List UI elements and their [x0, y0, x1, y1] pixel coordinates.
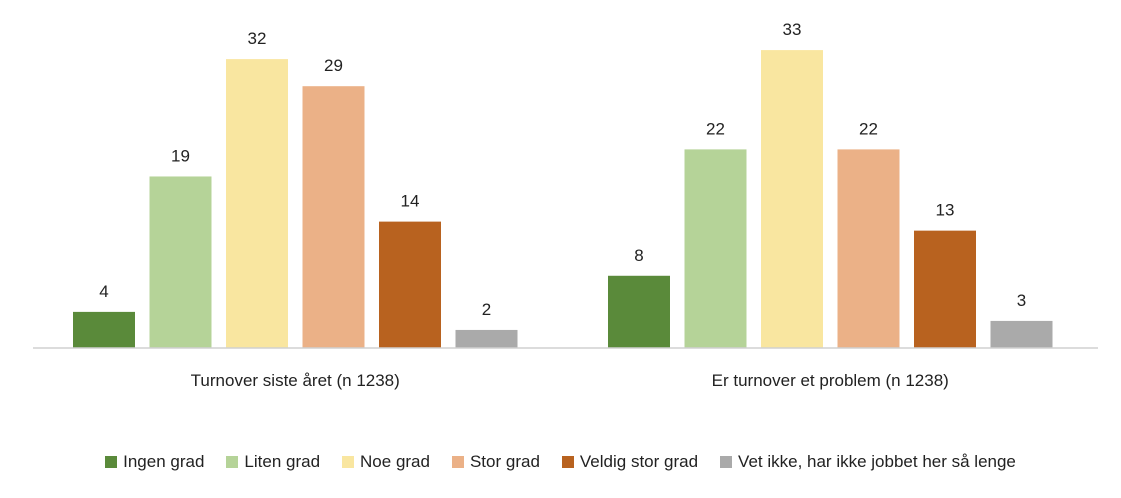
legend-label: Stor grad — [469, 452, 540, 471]
bar-1-6 — [455, 329, 518, 348]
bar-2-2 — [684, 149, 747, 348]
legend-swatch — [720, 456, 733, 468]
bar-2-3 — [761, 50, 823, 348]
data-label-1-5: 14 — [401, 192, 420, 211]
bars-layer — [73, 50, 1053, 348]
data-label-2-4: 22 — [859, 119, 878, 138]
data-labels-layer: 4 19 32 29 14 2 8 22 33 22 13 3 — [99, 20, 1026, 319]
data-label-2-2: 22 — [706, 119, 725, 138]
legend-item-4: Stor grad — [451, 452, 540, 472]
data-label-1-6: 2 — [482, 300, 491, 319]
bar-1-5 — [379, 221, 441, 348]
legend-swatch — [342, 456, 355, 468]
data-label-1-1: 4 — [99, 282, 108, 301]
legend-label: Liten grad — [244, 452, 321, 471]
legend-item-1: Ingen grad — [105, 452, 204, 472]
legend-swatch — [105, 456, 118, 468]
legend-swatch — [561, 456, 574, 468]
data-label-1-3: 32 — [248, 29, 267, 48]
bar-2-6 — [990, 320, 1053, 348]
bar-2-4 — [837, 149, 900, 348]
data-label-2-1: 8 — [634, 246, 643, 265]
data-label-2-5: 13 — [936, 201, 955, 220]
bar-1-2 — [149, 176, 212, 348]
legend-label: Vet ikke, har ikke jobbet her så lenge — [738, 452, 1016, 471]
legend-swatch — [226, 456, 239, 468]
category-labels-layer: Turnover siste året (n 1238) Er turnover … — [191, 371, 949, 390]
category-label-1: Turnover siste året (n 1238) — [191, 371, 400, 390]
bar-1-4 — [302, 86, 365, 348]
bar-1-3 — [226, 59, 288, 348]
bar-2-1 — [608, 275, 670, 348]
legend-label: Noe grad — [360, 452, 430, 471]
legend-swatch — [451, 456, 464, 468]
data-label-2-6: 3 — [1017, 291, 1026, 310]
legend-item-2: Liten grad — [226, 452, 320, 472]
legend-item-6: Vet ikke, har ikke jobbet her så lenge — [720, 452, 1016, 472]
legend-label: Ingen grad — [123, 452, 205, 471]
bar-1-1 — [73, 311, 135, 348]
data-label-1-2: 19 — [171, 146, 190, 165]
category-label-2: Er turnover et problem (n 1238) — [712, 371, 949, 390]
legend-item-3: Noe grad — [342, 452, 430, 472]
data-label-2-3: 33 — [783, 20, 802, 39]
legend-label: Veldig stor grad — [579, 452, 699, 471]
data-label-1-4: 29 — [324, 56, 343, 75]
bar-2-5 — [914, 230, 976, 348]
legend: Ingen grad Liten grad Noe grad Stor grad Vel… — [0, 452, 1121, 472]
legend-item-5: Veldig stor grad — [561, 452, 699, 472]
